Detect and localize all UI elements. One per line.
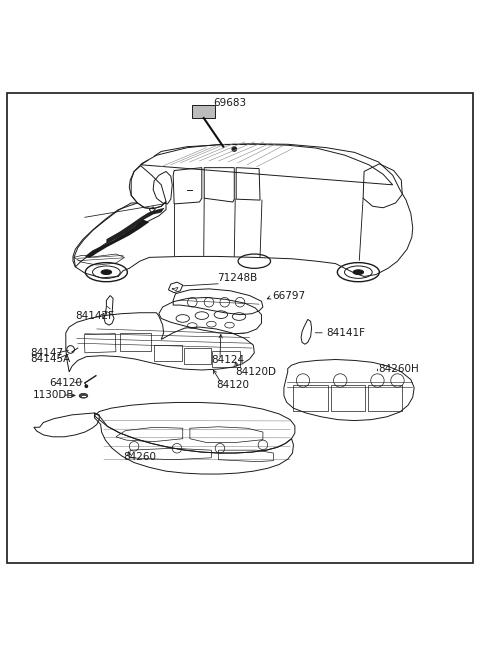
Ellipse shape xyxy=(79,394,88,398)
Text: 71248B: 71248B xyxy=(217,273,258,283)
Text: 84120D: 84120D xyxy=(235,367,276,377)
Circle shape xyxy=(84,384,88,388)
Text: 84145A: 84145A xyxy=(30,354,70,365)
Bar xyxy=(184,348,211,364)
Bar xyxy=(293,385,328,411)
Circle shape xyxy=(231,146,237,152)
Text: 84147: 84147 xyxy=(30,348,63,358)
Text: 84141F: 84141F xyxy=(326,328,365,338)
Text: 84124: 84124 xyxy=(211,356,244,365)
Polygon shape xyxy=(107,208,165,244)
Text: 84260H: 84260H xyxy=(378,363,419,373)
Bar xyxy=(154,345,182,361)
Text: 1130DB: 1130DB xyxy=(33,390,74,400)
Text: 84142F: 84142F xyxy=(75,310,114,321)
Text: 66797: 66797 xyxy=(273,291,306,300)
Bar xyxy=(120,333,151,351)
Bar xyxy=(331,385,365,411)
Text: 69683: 69683 xyxy=(213,98,246,108)
Text: 64120: 64120 xyxy=(49,378,82,388)
Ellipse shape xyxy=(101,270,112,275)
Bar xyxy=(192,105,215,118)
Polygon shape xyxy=(85,219,149,258)
Bar xyxy=(84,334,116,353)
Bar xyxy=(212,351,240,367)
Ellipse shape xyxy=(353,270,364,275)
Text: 84120: 84120 xyxy=(216,380,249,390)
Text: 84260: 84260 xyxy=(123,452,156,462)
Bar xyxy=(368,385,402,411)
